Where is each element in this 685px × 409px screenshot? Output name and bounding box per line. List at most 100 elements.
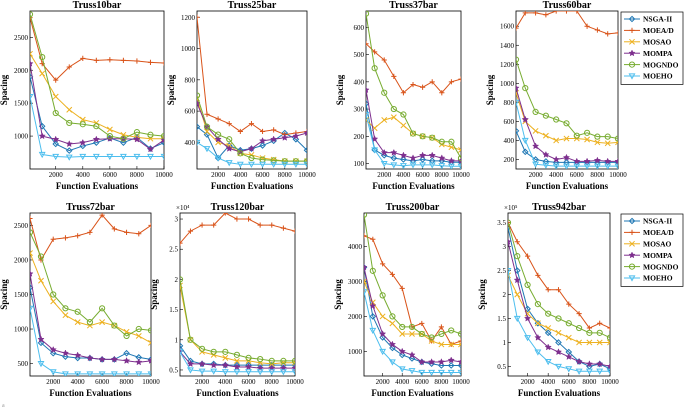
x-tick-label: 2000 <box>521 378 536 386</box>
y-tick-label: 1.5 <box>169 306 178 314</box>
x-tick-label: 10000 <box>298 171 316 179</box>
y-tick-label: 800 <box>185 76 196 84</box>
x-tick-label: 2000 <box>211 171 226 179</box>
data-point <box>245 216 252 222</box>
y-tick-label: 1 <box>175 336 179 344</box>
data-point <box>575 357 583 365</box>
y-tick-label: 1000 <box>14 326 29 334</box>
data-point <box>534 349 542 356</box>
x-tick-label: 10000 <box>142 378 160 386</box>
x-tick-label: 4000 <box>233 171 248 179</box>
data-point <box>120 135 127 142</box>
data-point <box>542 150 550 158</box>
data-point <box>52 140 60 148</box>
data-point <box>390 154 398 162</box>
data-point <box>30 229 34 236</box>
data-point <box>197 139 201 147</box>
data-point <box>237 128 243 135</box>
x-tick-label: 8000 <box>265 378 280 386</box>
data-point <box>553 116 560 123</box>
series-moeho <box>366 111 461 169</box>
y-tick-label: 100 <box>354 160 365 168</box>
data-point <box>244 363 253 371</box>
data-point <box>248 121 255 127</box>
x-axis-label: Function Evaluations <box>526 181 609 191</box>
data-point <box>606 368 610 375</box>
x-tick-label: 6000 <box>256 171 271 179</box>
data-point <box>66 119 73 127</box>
data-point <box>428 369 436 376</box>
data-point <box>270 161 278 168</box>
plot-area <box>515 10 619 170</box>
data-point <box>522 84 529 92</box>
data-point <box>531 142 540 150</box>
data-point <box>30 250 33 257</box>
data-point <box>49 345 57 353</box>
data-point <box>198 368 206 375</box>
series-line <box>516 102 618 167</box>
data-point <box>391 73 397 79</box>
x-tick-label: 6000 <box>103 171 118 179</box>
x-tick-label: 10000 <box>452 171 470 179</box>
data-point <box>122 356 131 364</box>
data-point <box>516 99 520 107</box>
y-axis-label: Spacing <box>166 74 176 105</box>
data-point <box>379 292 386 299</box>
data-point <box>233 369 241 376</box>
data-point <box>256 369 264 376</box>
data-point <box>198 360 206 368</box>
chart-truss942bar: Truss942bar 2000 4000 6000 8000 10000 0.5 1 1.5 2… <box>477 202 619 398</box>
y-tick-label: 2000 <box>348 313 363 321</box>
data-point <box>439 90 445 96</box>
data-point <box>553 11 559 14</box>
data-point <box>513 276 521 284</box>
data-point <box>221 369 229 376</box>
data-point <box>147 371 151 376</box>
data-point <box>604 157 612 165</box>
data-point <box>180 349 184 356</box>
data-point <box>607 325 610 331</box>
x-tick-label: 4000 <box>396 171 411 179</box>
data-point <box>38 257 44 263</box>
data-point <box>186 360 195 368</box>
data-point <box>180 342 184 350</box>
chart-truss72bar: Truss72bar 2000 4000 6000 8000 10000 500 1000 15… <box>0 202 160 398</box>
legend-label: MOSAO <box>643 240 672 249</box>
data-point <box>594 27 600 33</box>
data-point <box>39 53 46 61</box>
x-tick-label: 6000 <box>415 378 430 386</box>
data-point <box>381 89 388 96</box>
data-point <box>247 161 255 168</box>
data-point <box>65 154 73 161</box>
data-point <box>66 64 72 70</box>
x-tick-label: 8000 <box>120 378 135 386</box>
data-point <box>203 123 211 130</box>
x-tick-label: 8000 <box>130 171 145 179</box>
series-mompa <box>364 263 461 366</box>
legend-label: MOEHO <box>643 72 673 81</box>
data-point <box>98 355 106 363</box>
data-point <box>52 109 59 117</box>
data-point <box>438 330 445 338</box>
data-point <box>534 333 542 341</box>
data-point <box>399 285 405 291</box>
data-point <box>221 361 229 369</box>
data-point <box>86 319 93 326</box>
series-mompa <box>30 269 151 366</box>
data-point <box>197 123 201 131</box>
data-point <box>136 231 142 237</box>
data-point <box>606 362 610 370</box>
data-point <box>573 132 580 139</box>
series-moea-d <box>30 213 151 263</box>
data-point <box>583 157 591 165</box>
data-point <box>37 335 45 343</box>
y-tick-label: 600 <box>185 108 196 116</box>
data-point <box>447 163 455 169</box>
data-point <box>458 338 461 344</box>
y-tick-label: 1.5 <box>497 315 506 323</box>
data-point <box>187 228 194 234</box>
data-point <box>366 86 370 94</box>
data-point <box>52 135 60 143</box>
data-point <box>79 121 86 128</box>
data-point <box>268 369 276 376</box>
